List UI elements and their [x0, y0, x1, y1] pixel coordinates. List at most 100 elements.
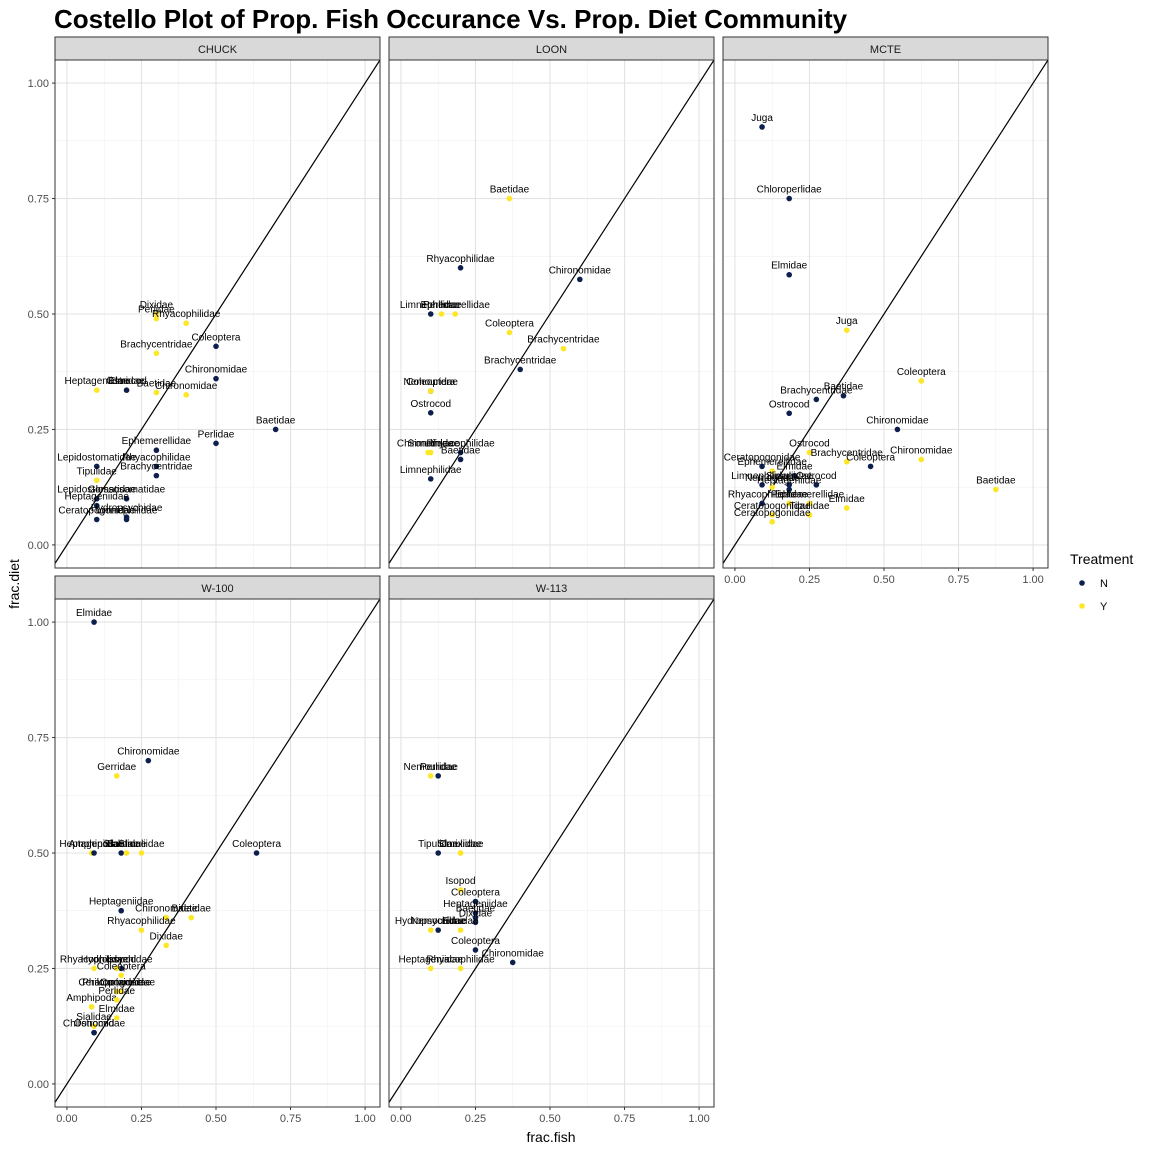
- y-tick-label: 0.75: [28, 733, 49, 745]
- panel-content: NemouridaePerlidaeTipulidaeCorixidaeSimu…: [389, 599, 714, 1103]
- data-point: [163, 942, 170, 949]
- data-point: [457, 449, 464, 456]
- point-label: Coleoptera: [897, 367, 946, 378]
- point-label: Perlidae: [198, 429, 235, 440]
- point-label: Baetidae: [976, 475, 1016, 486]
- data-point: [786, 195, 792, 202]
- point-label: Coleoptera: [846, 452, 895, 463]
- point-label: Ephemerellidae: [737, 457, 807, 468]
- point-label: Ceratopogonidae: [734, 508, 811, 519]
- point-label: Ceratopogonidae: [734, 501, 811, 512]
- point-label: Perlidae: [98, 986, 135, 997]
- y-tick-label: 1.00: [28, 78, 49, 90]
- panel-content: DixidaePerlidaeRhyacophilidaeColeopteraB…: [55, 60, 380, 564]
- data-point: [138, 927, 145, 933]
- point-label: Ephemerellidae: [775, 489, 845, 500]
- data-point: [183, 320, 189, 327]
- point-label: Elmidae: [99, 1004, 136, 1015]
- point-label: Amphipoda: [66, 993, 117, 1004]
- point-label: Limnephilidae: [400, 300, 462, 311]
- point-label: Brachycentridae: [780, 385, 853, 396]
- point-label: Coleoptera: [232, 839, 281, 850]
- data-point: [93, 502, 100, 509]
- legend: Treatment NY: [1070, 551, 1133, 613]
- y-tick-label: 0.25: [28, 963, 49, 975]
- data-point: [472, 919, 479, 926]
- data-point: [769, 484, 775, 490]
- legend-label: N: [1100, 578, 1108, 590]
- y-tick-label: 0.00: [28, 540, 49, 552]
- point-label: Chironomidae: [890, 445, 953, 456]
- y-tick-label: 1.00: [28, 617, 49, 629]
- data-point: [759, 482, 765, 488]
- point-label: Perlidae: [771, 489, 808, 500]
- point-label: Tipulidae: [418, 839, 459, 850]
- x-axis-title: frac.fish: [526, 1129, 575, 1145]
- point-label: Ostrocod: [410, 399, 451, 410]
- point-label: Isopod: [446, 876, 476, 887]
- point-label: Rhyacophilidae: [122, 452, 191, 463]
- data-point: [472, 898, 479, 905]
- point-label: Elmidae: [76, 608, 113, 619]
- data-point: [457, 887, 464, 893]
- point-label: Lepidostomatidae: [57, 485, 136, 496]
- panel-border: [388, 598, 715, 1108]
- data-point: [123, 387, 130, 394]
- point-label: Ceratopogonidae: [78, 978, 155, 989]
- data-point: [91, 1023, 97, 1029]
- data-point: [93, 477, 100, 484]
- point-label: Limnephilidae: [400, 465, 462, 476]
- point-label: Ephemerellidae: [420, 300, 490, 311]
- data-point: [427, 410, 434, 416]
- data-point: [786, 271, 792, 278]
- data-point: [435, 850, 441, 856]
- data-point: [253, 850, 260, 856]
- point-label: Lepidostomatidae: [57, 452, 136, 463]
- point-label: Rhyacophilidae: [60, 954, 129, 965]
- chart-title: Costello Plot of Prop. Fish Occurance Vs…: [54, 4, 848, 34]
- point-label: Brachycentridae: [120, 339, 193, 350]
- data-point: [813, 396, 820, 403]
- facet-strip-label: W-113: [536, 583, 567, 595]
- data-point: [769, 512, 775, 518]
- point-label: Nemouridae: [745, 473, 800, 484]
- data-point: [843, 505, 850, 511]
- y-tick-label: 0.75: [28, 194, 49, 206]
- point-label: Rhyacophilidae: [426, 254, 495, 265]
- data-point: [123, 495, 130, 502]
- data-point: [806, 512, 813, 518]
- point-label: Nemouridae: [411, 916, 466, 927]
- data-point: [153, 311, 160, 317]
- y-tick-label: 0.50: [28, 309, 49, 321]
- x-tick-label: 0.00: [724, 574, 745, 586]
- data-point: [509, 959, 516, 966]
- data-point: [438, 311, 445, 317]
- data-point: [993, 486, 999, 493]
- x-tick-label: 1.00: [1022, 574, 1043, 586]
- point-label: Baetidae: [824, 382, 864, 393]
- shared-axes: frac.fish frac.diet: [6, 559, 576, 1145]
- data-point: [113, 965, 120, 972]
- data-point: [806, 500, 813, 507]
- data-point: [93, 463, 100, 470]
- data-point: [472, 910, 479, 916]
- legend-label: Y: [1100, 601, 1108, 613]
- x-tick-label: 0.50: [205, 1113, 226, 1125]
- data-point: [118, 965, 124, 972]
- data-point: [843, 327, 850, 333]
- point-label: Nemouridae: [404, 377, 459, 388]
- data-point: [472, 947, 479, 953]
- data-point: [435, 927, 441, 933]
- data-point: [457, 265, 464, 271]
- point-label: Dixidae: [140, 300, 174, 311]
- x-tick-label: 0.25: [799, 574, 820, 586]
- data-point: [577, 276, 583, 283]
- point-label: Heptageniidae: [757, 475, 822, 486]
- data-point: [457, 965, 464, 972]
- data-point: [786, 482, 792, 488]
- point-label: Brachycentridae: [527, 335, 600, 346]
- point-label: Juga: [751, 113, 773, 124]
- data-point: [452, 311, 458, 317]
- facet-panel-w-113: W-113 NemouridaePerlidaeTipulidaeCorixida…: [388, 575, 715, 1125]
- reference-line: [389, 599, 714, 1103]
